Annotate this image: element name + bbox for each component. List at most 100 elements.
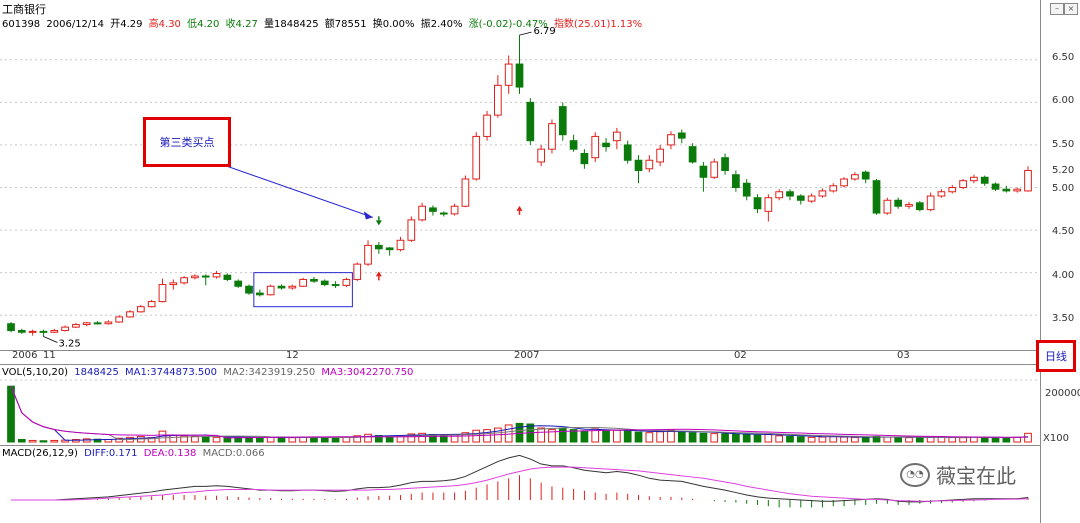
candle-body <box>970 176 978 182</box>
volume-bar <box>374 434 383 443</box>
quote-low: 低4.20 <box>187 19 220 30</box>
volume-bar <box>645 432 654 443</box>
candle-body <box>50 330 59 333</box>
volume-bar <box>721 433 729 443</box>
volume-bar <box>255 437 264 443</box>
low-pointer <box>43 336 58 343</box>
candle-body <box>526 101 535 142</box>
volume-header: VOL(5,10,20) 1848425 MA1:3744873.500 MA2… <box>2 367 416 378</box>
minimize-icon[interactable]: – <box>1050 3 1064 15</box>
close-icon[interactable]: × <box>1064 3 1078 15</box>
volume-bar <box>169 434 178 443</box>
volume-bar <box>288 437 297 443</box>
volume-bar <box>39 440 48 443</box>
volume-bar <box>894 436 903 443</box>
candle-body <box>158 284 167 303</box>
time-tick: 11 <box>43 350 56 361</box>
macd-label: MACD(26,12,9) <box>2 448 78 459</box>
candle-body <box>342 278 351 286</box>
volume-bar <box>320 436 329 443</box>
candle-body <box>299 278 307 287</box>
candle-body <box>385 247 394 251</box>
candle-body <box>721 157 729 171</box>
candle-body <box>915 202 924 211</box>
price-pane-bottom-border <box>0 350 1040 351</box>
candle-body <box>374 244 383 250</box>
candle-body <box>82 322 91 326</box>
candle-body <box>926 195 935 211</box>
time-tick: 2007 <box>514 350 540 361</box>
candle-body <box>829 185 838 192</box>
wechat-logo-icon: ◔◔ <box>900 462 930 487</box>
vol-label: VOL(5,10,20) <box>2 367 69 378</box>
macd-dea: DEA:0.138 <box>143 448 197 459</box>
candle-body <box>472 135 481 180</box>
candle-body <box>255 292 264 296</box>
volume-bar <box>926 436 935 443</box>
candle-body <box>429 207 437 212</box>
quote-open: 开4.29 <box>110 19 143 30</box>
volume-bar <box>677 430 686 443</box>
volume-bar <box>277 436 286 443</box>
quote-volume: 量1848425 <box>264 19 319 30</box>
volume-bar <box>223 436 232 443</box>
kline-chart: 3.25 6.79 <box>0 26 1040 508</box>
macd-pane-top-border <box>0 445 1040 446</box>
time-tick: 03 <box>897 350 910 361</box>
volume-bar <box>331 437 340 443</box>
stock-code: 601398 <box>2 19 41 30</box>
volume-bar <box>623 430 632 443</box>
volume-bar <box>634 431 643 443</box>
candle-body <box>764 197 773 212</box>
volume-bar <box>299 436 307 443</box>
vol-ma2: MA2:3423919.250 <box>223 367 316 378</box>
candle-body <box>905 204 913 207</box>
candle-body <box>310 278 318 282</box>
annotation-arrowhead <box>363 211 373 220</box>
volume-bar <box>861 437 870 443</box>
volume-bar <box>353 435 362 443</box>
candle-body <box>320 280 329 286</box>
candle-body <box>807 195 816 202</box>
candle-body <box>569 140 578 150</box>
volume-bar <box>461 432 470 443</box>
volume-ma10-line <box>10 386 1029 441</box>
candle-body <box>212 272 221 278</box>
volume-bar <box>310 437 318 443</box>
volume-bar <box>483 429 491 443</box>
candle-body <box>796 195 805 201</box>
macd-diff: DIFF:0.171 <box>84 448 138 459</box>
annotation-box: 第三类买点 <box>143 117 231 167</box>
candle-body <box>266 285 275 296</box>
annotation-label: 第三类买点 <box>159 136 215 149</box>
candle-body <box>677 132 686 139</box>
candle-body <box>699 165 708 178</box>
macd-value: MACD:0.066 <box>202 448 265 459</box>
price-tick: 4.00 <box>1052 270 1075 281</box>
candle-body <box>667 134 675 146</box>
volume-bar <box>613 429 621 443</box>
candle-body <box>418 205 426 221</box>
volume-bar <box>840 436 848 443</box>
candle-body <box>277 285 286 289</box>
price-axis-line <box>1040 0 1041 523</box>
candle-body <box>1002 188 1011 192</box>
time-tick: 02 <box>734 350 747 361</box>
volume-bar <box>656 431 665 443</box>
candle-body <box>959 180 967 189</box>
candle-body <box>645 159 654 170</box>
candle-body <box>1013 188 1022 192</box>
volume-bar <box>558 427 567 443</box>
quote-high: 高4.30 <box>148 19 181 30</box>
volume-bar <box>959 437 967 443</box>
candle-body <box>1024 169 1032 192</box>
vol-ma3: MA3:3042270.750 <box>321 367 414 378</box>
volume-bar <box>1013 436 1022 443</box>
candle-body <box>840 178 848 187</box>
candle-body <box>732 174 740 189</box>
volume-bar <box>602 430 610 443</box>
vol-value: 1848425 <box>74 367 119 378</box>
time-tick: 12 <box>286 350 299 361</box>
volume-bar <box>764 434 773 443</box>
period-daily-button[interactable]: 日线 <box>1036 340 1076 372</box>
